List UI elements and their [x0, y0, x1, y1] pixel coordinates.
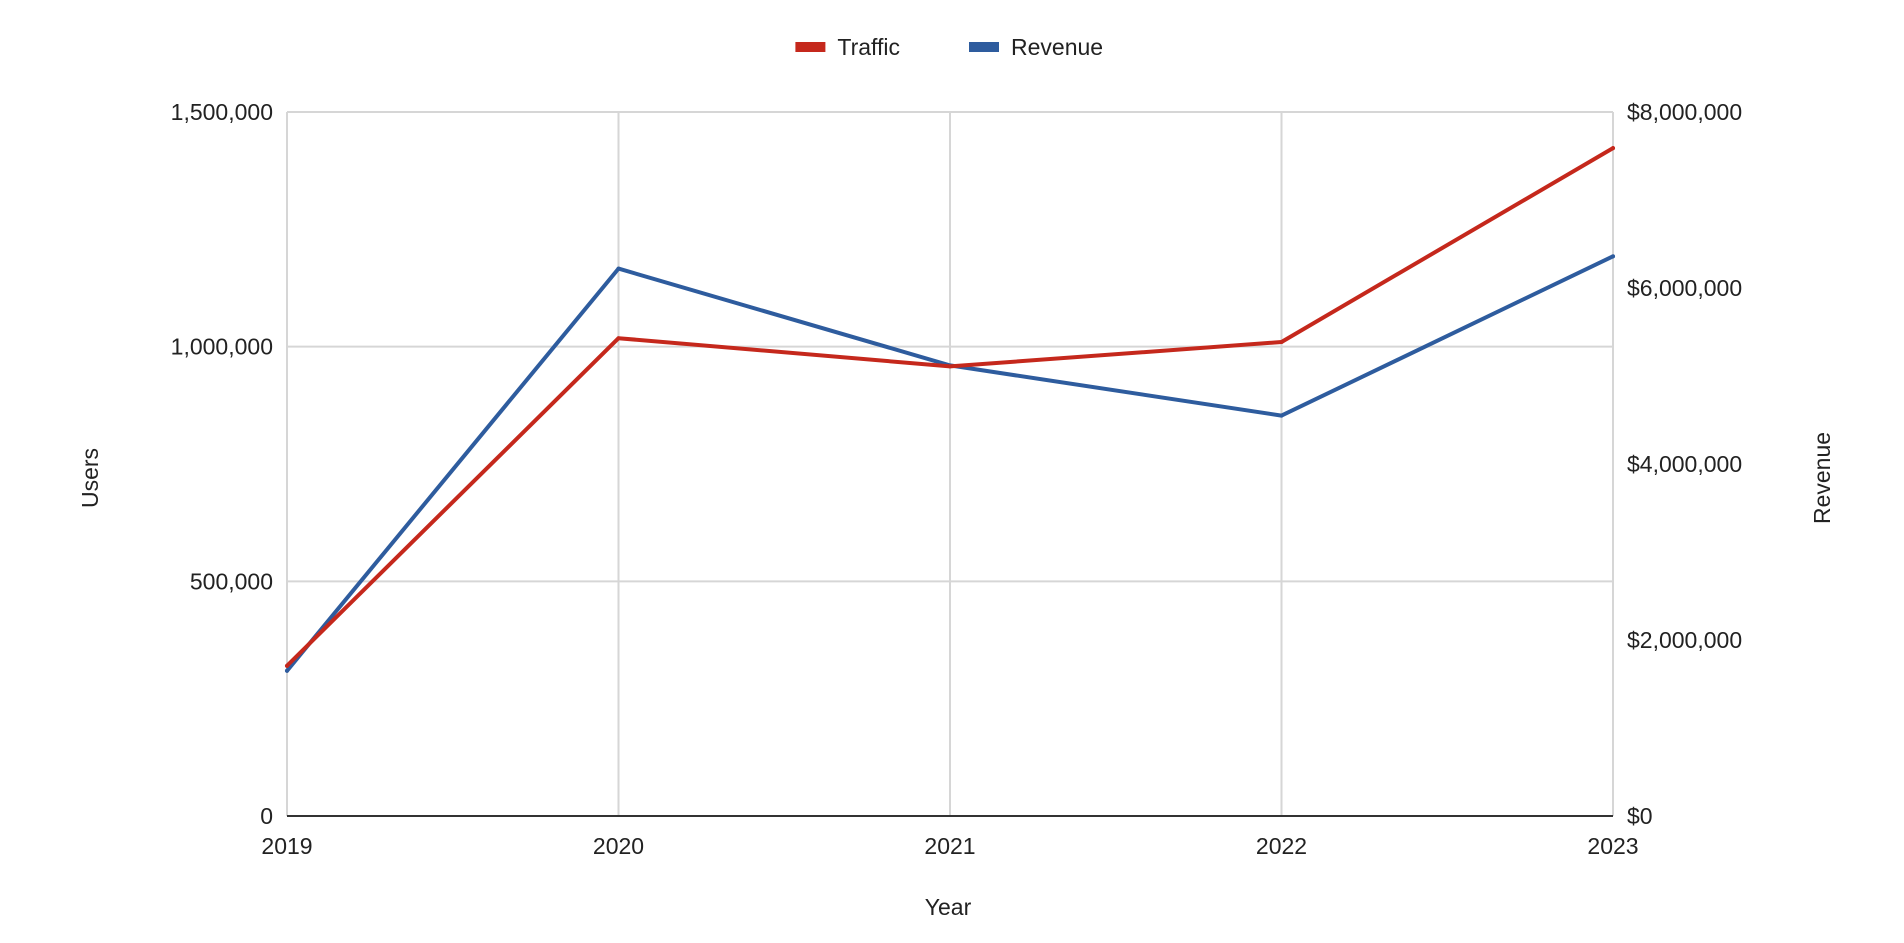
- data-point-traffic: [285, 663, 289, 668]
- legend: Traffic Revenue: [795, 34, 1103, 60]
- x-tick-label: 2021: [924, 833, 975, 859]
- x-tick-label: 2023: [1587, 833, 1638, 859]
- y-axis-left-title: Users: [77, 448, 103, 508]
- x-tick-label: 2019: [261, 833, 312, 859]
- y-right-tick-label: $4,000,000: [1627, 451, 1742, 477]
- data-point-revenue: [1611, 254, 1615, 259]
- x-tick-label: 2020: [593, 833, 644, 859]
- data-point-traffic: [948, 364, 952, 369]
- y-left-tick-label: 1,000,000: [171, 334, 273, 360]
- data-point-revenue: [616, 266, 621, 271]
- data-point-revenue: [1279, 413, 1284, 418]
- data-point-traffic: [616, 336, 621, 341]
- data-point-revenue: [285, 668, 289, 673]
- data-point-traffic: [1279, 339, 1284, 344]
- y-right-tick-label: $6,000,000: [1627, 275, 1742, 301]
- y-right-tick-label: $2,000,000: [1627, 627, 1742, 653]
- legend-label-revenue: Revenue: [1011, 34, 1103, 60]
- x-axis-title: Year: [925, 894, 972, 920]
- data-point-traffic: [1611, 146, 1615, 151]
- y-left-tick-label: 1,500,000: [171, 99, 273, 125]
- series-layer: [285, 146, 1615, 673]
- y-left-tick-label: 0: [260, 803, 273, 829]
- legend-swatch-revenue: [969, 42, 999, 52]
- y-right-tick-label: $8,000,000: [1627, 99, 1742, 125]
- legend-label-traffic: Traffic: [837, 34, 900, 60]
- y-axis-right-title: Revenue: [1809, 432, 1835, 524]
- y-right-tick-label: $0: [1627, 803, 1653, 829]
- axis-layer: 0 500,000 1,000,000 1,500,000 $0 $2,000,000 $4…: [171, 99, 1742, 859]
- y-left-tick-label: 500,000: [190, 568, 273, 594]
- x-tick-label: 2022: [1256, 833, 1307, 859]
- legend-swatch-traffic: [795, 42, 826, 52]
- grid-layer: [286, 111, 1614, 816]
